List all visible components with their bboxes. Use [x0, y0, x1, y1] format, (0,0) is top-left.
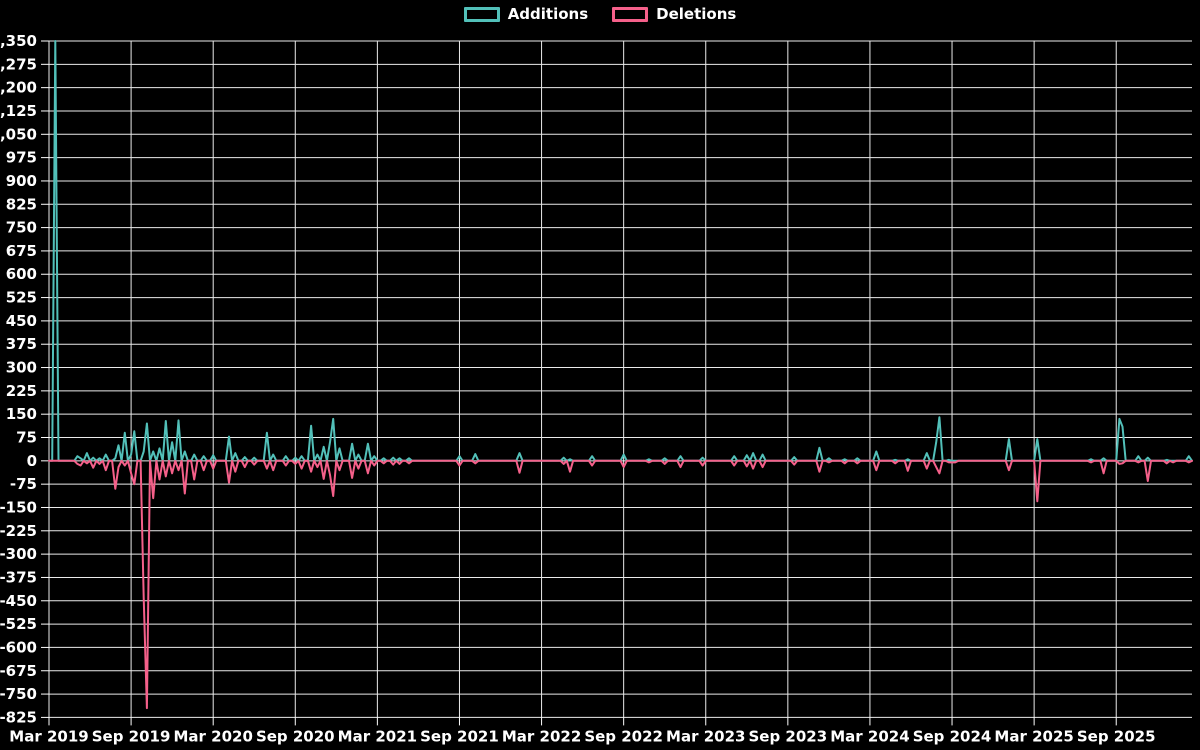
legend-item-deletions[interactable]: Deletions: [612, 7, 736, 22]
y-tick-label: 1,275: [0, 55, 37, 73]
x-tick-label: Mar 2022: [502, 727, 581, 745]
y-tick-label: 975: [6, 149, 37, 167]
y-tick-label: -75: [10, 475, 37, 493]
legend-item-additions[interactable]: Additions: [463, 5, 589, 23]
series-line-deletions: [48, 459, 1193, 710]
x-tick-label: Mar 2021: [338, 727, 417, 745]
x-tick-label: Mar 2024: [830, 727, 909, 745]
y-tick-label: -525: [0, 615, 37, 633]
legend-label-additions: Additions: [507, 5, 589, 23]
grid-lines: [48, 40, 1192, 718]
y-tick-label: 750: [6, 219, 37, 237]
y-tick-label: 300: [6, 359, 37, 377]
x-tick-label: Mar 2025: [994, 727, 1073, 745]
y-tick-label: -825: [0, 708, 37, 726]
x-tick-label: Mar 2019: [9, 727, 88, 745]
additions-swatch-icon: [463, 7, 500, 22]
y-tick-label: 600: [6, 265, 37, 283]
legend-label-deletions: Deletions: [656, 5, 737, 23]
x-tick-label: Sep 2022: [584, 727, 663, 745]
y-tick-label: -675: [0, 662, 37, 680]
y-tick-label: 675: [6, 242, 37, 260]
x-tick-label: Sep 2021: [420, 727, 499, 745]
y-tick-label: 1,350: [0, 32, 37, 50]
x-tick-label: Mar 2020: [173, 727, 252, 745]
x-tick-label: Sep 2020: [256, 727, 335, 745]
y-tick-label: 75: [16, 429, 37, 447]
y-tick-label: 1,125: [0, 102, 37, 120]
chart-legend: Additions Deletions: [0, 7, 1200, 22]
y-tick-label: 525: [6, 289, 37, 307]
y-tick-label: 825: [6, 195, 37, 213]
y-tick-label: 0: [27, 452, 37, 470]
y-tick-label: -150: [0, 498, 37, 516]
deletions-swatch-icon: [612, 7, 649, 22]
y-tick-label: 900: [6, 172, 37, 190]
axis-ticks: [41, 40, 1117, 726]
x-tick-label: Sep 2019: [92, 727, 171, 745]
x-tick-label: Mar 2023: [666, 727, 745, 745]
y-tick-label: 375: [6, 335, 37, 353]
x-tick-label: Sep 2024: [913, 727, 992, 745]
y-tick-label: -300: [0, 545, 37, 563]
x-tick-label: Sep 2025: [1077, 727, 1156, 745]
y-tick-label: -750: [0, 685, 37, 703]
y-tick-label: 1,050: [0, 125, 37, 143]
y-tick-label: 450: [6, 312, 37, 330]
x-tick-label: Sep 2023: [749, 727, 828, 745]
y-tick-label: 225: [6, 382, 37, 400]
axis-labels: 1,3501,2751,2001,1251,050975900825750675…: [0, 32, 1156, 745]
y-tick-label: -225: [0, 522, 37, 540]
y-tick-label: 1,200: [0, 79, 37, 97]
y-tick-label: -375: [0, 568, 37, 586]
y-tick-label: -600: [0, 638, 37, 656]
y-tick-label: -450: [0, 592, 37, 610]
y-tick-label: 150: [6, 405, 37, 423]
